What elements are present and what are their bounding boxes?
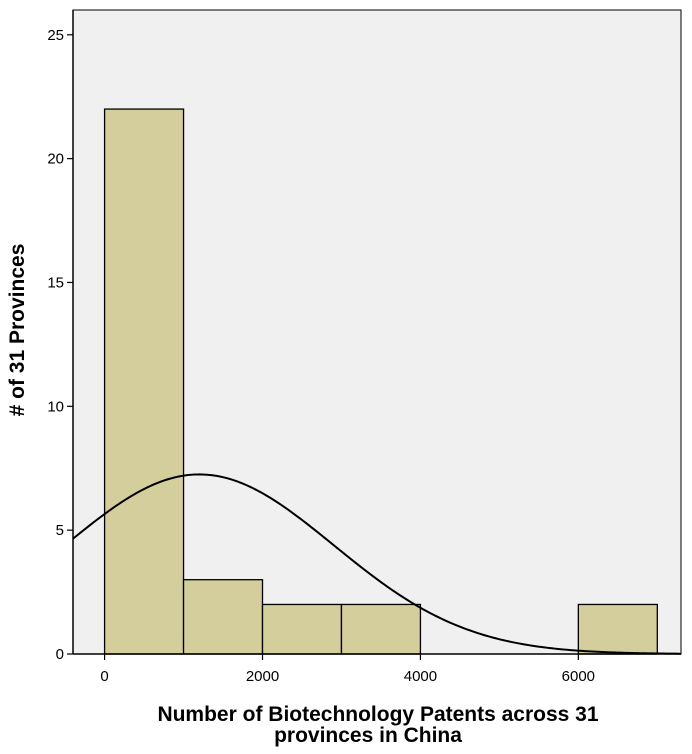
histogram-bar-2	[261, 603, 343, 655]
x-axis-title-line-1: Number of Biotechnology Patents across 3…	[157, 703, 598, 726]
histogram-bar-6	[577, 603, 658, 655]
x-axis-title-line-2: provinces in China	[274, 724, 462, 747]
y-tick-label-25: 25	[47, 27, 64, 44]
normal-curve	[72, 473, 682, 655]
x-ticks-group: 0 2000 4000 6000	[100, 654, 595, 685]
histogram-bar-0	[103, 108, 185, 655]
y-axis-title: # of 31 Provinces	[6, 244, 29, 417]
y-ticks-group: 0 5 10 15 20 25	[47, 27, 73, 663]
y-tick-label-15: 15	[47, 274, 64, 291]
x-tick-label-4000: 4000	[404, 668, 437, 685]
bars-group	[103, 108, 658, 655]
x-tick-label-6000: 6000	[562, 668, 595, 685]
y-tick-label-0: 0	[56, 646, 64, 663]
histogram-bar-3	[340, 603, 422, 655]
x-tick-label-0: 0	[100, 668, 108, 685]
y-tick-label-5: 5	[56, 522, 64, 539]
y-tick-label-20: 20	[47, 151, 64, 168]
y-tick-label-10: 10	[47, 398, 64, 415]
x-tick-label-2000: 2000	[246, 668, 279, 685]
histogram-bar-1	[182, 579, 264, 655]
